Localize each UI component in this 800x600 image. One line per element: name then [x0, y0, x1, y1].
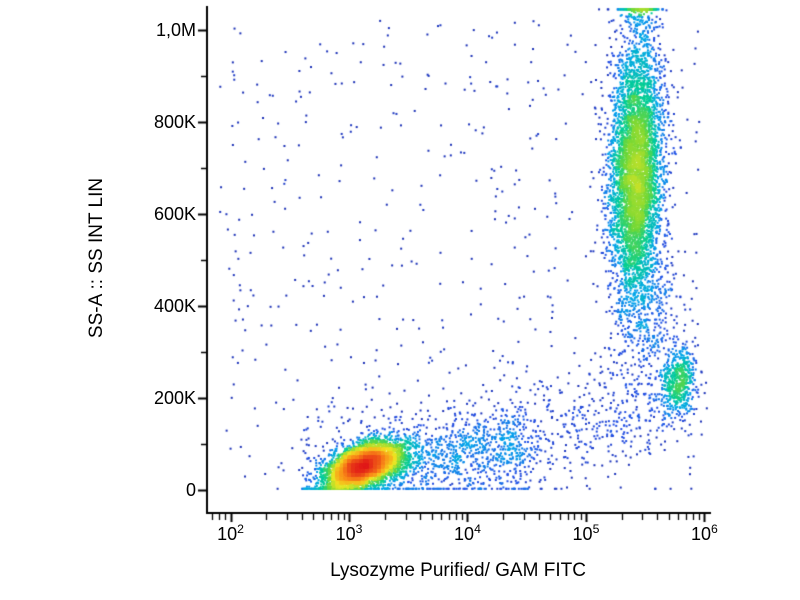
- y-tick-label: 1,0M: [155, 20, 196, 41]
- x-tick-label: 106: [691, 522, 718, 544]
- x-tick-label: 105: [572, 522, 600, 544]
- y-tick-label: 800K: [153, 112, 196, 133]
- y-tick-label: 600K: [153, 204, 196, 224]
- x-tick-label: 102: [217, 522, 244, 544]
- y-axis-title: SS-A :: SS INT LIN: [86, 177, 107, 339]
- x-tick-label: 103: [335, 522, 363, 544]
- y-tick-label: 400K: [153, 295, 196, 316]
- y-tick-label: 200K: [153, 387, 196, 408]
- y-tick-label: 0: [185, 479, 196, 500]
- x-tick-label: 104: [454, 522, 481, 544]
- x-axis-title: Lysozyme Purified/ GAM FITC: [330, 560, 586, 581]
